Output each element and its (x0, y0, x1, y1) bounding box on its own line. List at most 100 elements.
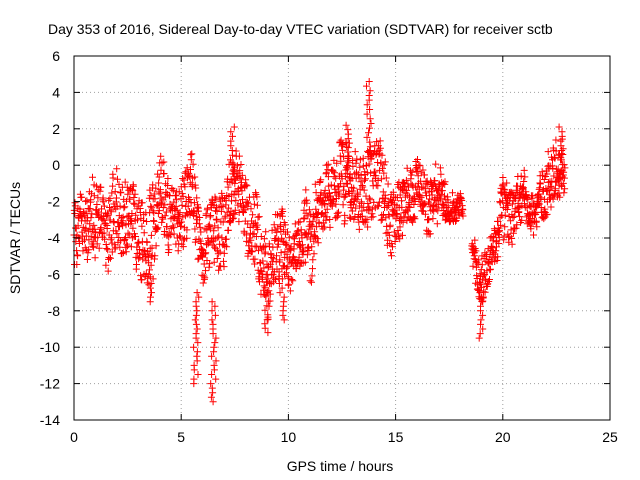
data-point (279, 226, 287, 234)
data-point (106, 216, 114, 224)
data-point (388, 252, 395, 260)
data-point (264, 329, 272, 337)
data-point (184, 202, 192, 210)
data-point (154, 210, 162, 217)
data-point (194, 339, 202, 347)
data-point (495, 233, 503, 241)
data-point (276, 289, 284, 297)
data-point (296, 262, 304, 270)
data-point (244, 220, 252, 228)
data-points (70, 78, 569, 406)
data-point (192, 298, 200, 306)
data-point (560, 168, 568, 176)
data-point (212, 357, 220, 365)
data-point (305, 247, 313, 254)
data-point (208, 298, 216, 306)
data-point (156, 186, 164, 194)
data-point (191, 316, 199, 324)
data-point (131, 190, 139, 198)
data-point (221, 242, 229, 250)
data-point (289, 277, 297, 285)
data-point (293, 227, 301, 235)
data-point (132, 211, 140, 219)
data-point (192, 212, 200, 220)
data-point (182, 209, 190, 217)
data-point (552, 136, 560, 144)
data-point (210, 227, 218, 235)
data-point (133, 261, 140, 268)
data-point (285, 274, 293, 282)
data-point (475, 334, 483, 342)
data-point (308, 222, 316, 230)
data-point (193, 194, 201, 202)
data-point (263, 288, 271, 296)
data-point (124, 190, 132, 198)
data-point (398, 203, 406, 211)
data-point (128, 217, 136, 225)
data-point (126, 195, 134, 203)
data-point (338, 141, 346, 148)
data-point (164, 182, 172, 189)
plot-border (73, 55, 611, 421)
data-point (224, 183, 232, 191)
data-point (151, 195, 159, 203)
data-point (449, 189, 456, 197)
data-point (238, 171, 246, 179)
data-point (211, 339, 219, 347)
y-tick-label: 2 (52, 121, 60, 137)
data-point (296, 218, 304, 226)
data-point (285, 234, 293, 242)
data-point (365, 78, 373, 85)
data-point (421, 210, 429, 218)
data-point (396, 223, 404, 231)
data-point (398, 197, 405, 205)
data-point (147, 293, 154, 301)
data-point (106, 194, 114, 202)
data-point (136, 246, 144, 253)
data-point (366, 106, 374, 113)
data-point (520, 166, 528, 174)
data-point (194, 371, 202, 378)
data-point (387, 249, 395, 257)
data-point (157, 152, 165, 160)
data-point (272, 276, 279, 284)
data-point (344, 157, 352, 165)
data-point (382, 174, 390, 182)
data-point (411, 198, 419, 205)
data-point (426, 230, 434, 238)
data-point (479, 325, 487, 333)
data-point (297, 242, 305, 250)
data-point (317, 189, 325, 197)
y-axis-label: SDTVAR / TECUs (7, 182, 23, 294)
data-point (179, 243, 187, 251)
data-point (295, 218, 303, 226)
data-point (381, 199, 389, 207)
data-point (74, 222, 82, 230)
data-point (277, 249, 285, 257)
data-point (228, 161, 236, 169)
data-point (242, 181, 250, 189)
data-point (149, 275, 157, 283)
data-point (273, 252, 280, 260)
data-point (356, 163, 364, 171)
data-point (300, 247, 307, 255)
data-point (261, 306, 269, 314)
data-point (165, 229, 173, 237)
data-point (266, 290, 274, 298)
data-point (196, 214, 204, 221)
data-point (207, 393, 215, 401)
data-point (103, 210, 111, 218)
data-point (373, 138, 381, 146)
data-point (288, 276, 296, 283)
data-point (95, 244, 103, 252)
data-point (123, 240, 131, 248)
data-point (207, 380, 215, 388)
data-point (342, 179, 350, 187)
data-point (301, 258, 309, 266)
data-point (389, 243, 396, 251)
data-point (143, 238, 151, 246)
data-point (367, 120, 375, 127)
data-point (210, 361, 218, 369)
data-point (261, 320, 269, 328)
data-point (433, 220, 441, 228)
